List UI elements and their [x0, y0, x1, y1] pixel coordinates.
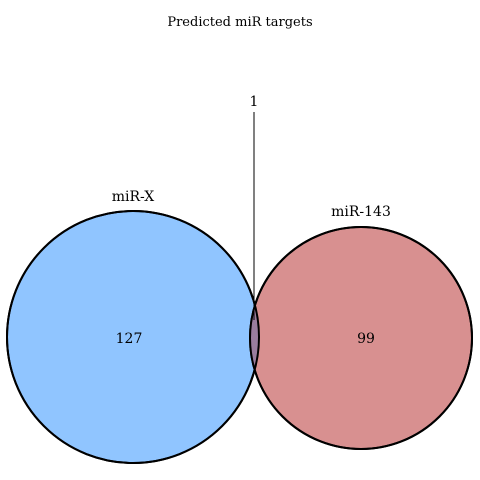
- count-mir-143-only: 99: [357, 331, 375, 347]
- set-label-mir-x: miR-X: [112, 189, 155, 205]
- set-outline-mir-143: [249, 226, 473, 450]
- count-mir-x-only: 127: [116, 331, 143, 347]
- set-outline-mir-x: [6, 210, 260, 464]
- intersection-count: 1: [250, 94, 259, 110]
- chart-title: Predicted miR targets: [167, 15, 312, 30]
- set-label-mir-143: miR-143: [331, 204, 391, 220]
